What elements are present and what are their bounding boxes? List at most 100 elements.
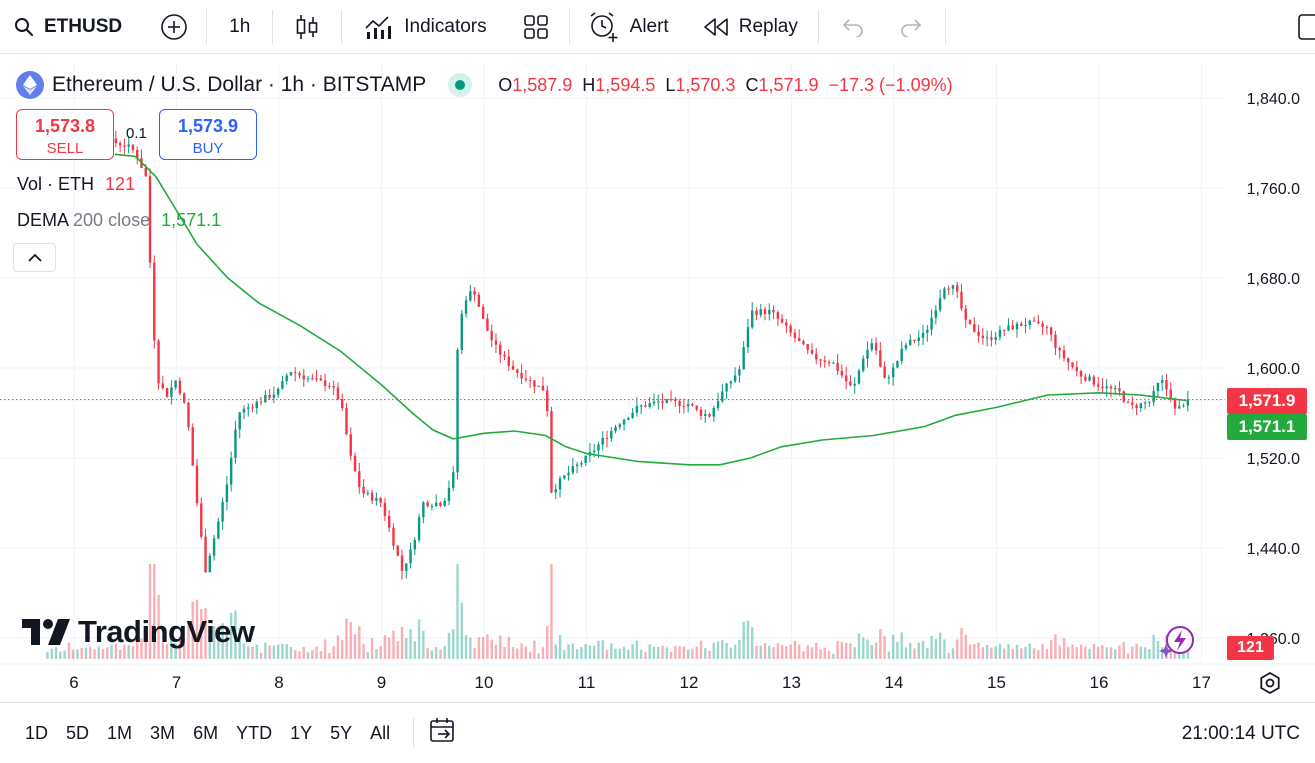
compare-symbol-button[interactable] — [148, 0, 206, 54]
volume-bar — [76, 649, 79, 659]
candle-body — [797, 338, 801, 342]
candle-body — [127, 144, 130, 147]
candle-body — [400, 555, 404, 571]
symbol-search[interactable]: ETHUSD — [0, 0, 148, 54]
volume-bar — [336, 635, 340, 659]
indicators-chart-icon — [364, 14, 394, 40]
sell-button[interactable]: 1,573.8 SELL — [16, 109, 114, 160]
volume-bar — [1092, 644, 1096, 659]
indicators-button[interactable]: Indicators — [342, 0, 504, 54]
candle-body — [738, 369, 741, 376]
volume-bar — [571, 643, 575, 659]
volume-bar — [268, 645, 271, 659]
volume-bar — [874, 642, 878, 659]
range-1m-button[interactable]: 1M — [107, 722, 133, 743]
candle-body — [913, 339, 916, 341]
range-5y-button[interactable]: 5Y — [330, 722, 353, 743]
candle-body — [447, 487, 451, 501]
utc-clock[interactable]: 21:00:14 UTC — [1181, 723, 1300, 744]
candle-body — [900, 348, 903, 361]
volume-bar — [879, 628, 882, 659]
volume-bar — [426, 648, 429, 659]
volume-bar — [789, 644, 792, 659]
time-axis-tick: 8 — [274, 673, 283, 692]
interval-button[interactable]: 1h — [207, 0, 272, 54]
last-price-label: 1,571.9 — [1227, 388, 1307, 414]
candle-body — [204, 536, 207, 573]
volume-bar — [315, 646, 318, 659]
volume-bar — [678, 646, 681, 659]
volume-bar — [686, 649, 690, 659]
candle-body — [1118, 388, 1121, 392]
volume-bar — [238, 628, 241, 659]
candle-body — [1122, 391, 1125, 402]
sell-price: 1,573.8 — [34, 116, 96, 136]
candle-body — [1049, 327, 1053, 335]
volume-bar — [1071, 644, 1074, 659]
candle-body — [247, 407, 250, 409]
range-5d-button[interactable]: 5D — [66, 722, 90, 743]
templates-button[interactable] — [505, 0, 569, 54]
candle-body — [285, 375, 288, 382]
candle-body — [789, 325, 792, 333]
candle-body — [648, 403, 651, 407]
volume-bar — [849, 643, 852, 659]
range-3m-button[interactable]: 3M — [150, 722, 176, 743]
dema-indicator-legend[interactable]: DEMA 200 close 1,571.1 — [17, 210, 221, 231]
candle-body — [678, 401, 681, 407]
volume-bar — [370, 638, 374, 659]
collapse-legend-button[interactable] — [13, 243, 56, 272]
market-status-icon[interactable] — [448, 73, 473, 97]
buy-button[interactable]: 1,573.9 BUY — [159, 109, 257, 160]
tradingview-logo[interactable]: TradingView — [22, 614, 255, 650]
candle-body — [921, 332, 925, 338]
price-chart[interactable]: 1,840.0 1,760.0 1,680.0 1,600.0 1,520.0 1,440… — [0, 62, 1315, 702]
volume-bar — [904, 647, 908, 659]
candle-body — [981, 335, 985, 339]
volume-bar — [285, 644, 288, 659]
volume-bar — [1096, 646, 1100, 659]
range-ytd-button[interactable]: YTD — [236, 722, 273, 743]
candle-body — [460, 313, 463, 350]
range-1d-button[interactable]: 1D — [25, 722, 49, 743]
chart-type-button[interactable] — [273, 0, 341, 54]
candle-body — [712, 407, 715, 417]
chart-settings-icon[interactable] — [1258, 671, 1282, 700]
candle-body — [823, 360, 827, 363]
chart-pane[interactable]: 1,840.0 1,760.0 1,680.0 1,600.0 1,520.0 1,440… — [0, 62, 1315, 702]
candle-body — [891, 367, 895, 378]
volume-bar — [853, 647, 856, 659]
candle-body — [165, 388, 169, 397]
candle-body — [161, 383, 165, 389]
grid-layout-icon — [523, 14, 549, 40]
go-to-date-button[interactable] — [428, 716, 458, 751]
volume-bar — [456, 564, 459, 659]
candle-body — [1041, 323, 1044, 328]
volume-bar — [84, 647, 88, 659]
volume-bar — [738, 640, 741, 659]
replay-button[interactable]: Replay — [687, 0, 818, 54]
volume-bar — [1024, 647, 1027, 659]
volume-bar — [584, 643, 587, 659]
candle-body — [490, 330, 493, 341]
undo-button[interactable] — [819, 0, 877, 54]
candle-body — [1148, 402, 1151, 404]
volume-indicator-legend[interactable]: Vol · ETH 121 — [17, 174, 135, 195]
range-6m-button[interactable]: 6M — [193, 722, 219, 743]
candle-body — [665, 399, 668, 403]
range-all-button[interactable]: All — [370, 722, 391, 743]
lightning-icon[interactable] — [1158, 624, 1198, 663]
candle-body — [601, 437, 604, 445]
volume-bar — [469, 637, 472, 659]
redo-button[interactable] — [877, 0, 945, 54]
candle-body — [661, 401, 664, 403]
candle-body — [426, 502, 429, 507]
volume-bar — [251, 646, 254, 659]
candle-body — [580, 462, 583, 465]
layout-button[interactable] — [1289, 0, 1315, 54]
candle-body — [541, 385, 545, 391]
alert-button[interactable]: Alert — [570, 0, 687, 54]
range-1y-button[interactable]: 1Y — [290, 722, 313, 743]
candle-body — [763, 309, 767, 315]
interval-label: 1h — [229, 15, 251, 37]
